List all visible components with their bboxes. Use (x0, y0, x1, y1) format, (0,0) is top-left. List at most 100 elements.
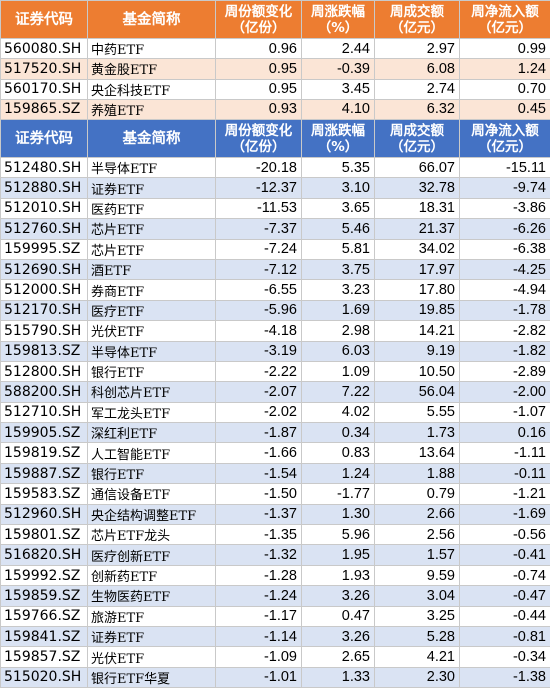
cell-share-change: -2.02 (216, 402, 302, 422)
cell-turnover: 2.74 (375, 79, 460, 99)
cell-turnover: 1.88 (375, 463, 460, 483)
header-share-change: 周份额变化（亿份） (216, 120, 302, 158)
cell-code: 512880.SH (1, 178, 88, 198)
header-code: 证券代码 (1, 1, 88, 39)
top-table-header: 证券代码 基金简称 周份额变化（亿份） 周涨跌幅（%） 周成交额（亿元） 周净流… (1, 1, 550, 39)
cell-turnover: 9.19 (375, 341, 460, 361)
cell-share-change: -1.17 (216, 606, 302, 626)
bottom-header-row: 证券代码 基金简称 周份额变化（亿份） 周涨跌幅（%） 周成交额（亿元） 周净流… (1, 120, 550, 158)
cell-share-change: -4.18 (216, 321, 302, 341)
cell-share-change: -1.54 (216, 463, 302, 483)
cell-share-change: -12.37 (216, 178, 302, 198)
cell-price-change: 7.22 (302, 382, 375, 402)
cell-name: 医疗ETF (88, 300, 216, 320)
cell-price-change: 5.96 (302, 525, 375, 545)
cell-net-inflow: -1.82 (460, 341, 550, 361)
cell-price-change: 1.09 (302, 361, 375, 381)
cell-net-inflow: -1.11 (460, 443, 550, 463)
cell-share-change: 0.93 (216, 99, 302, 119)
cell-net-inflow: 1.24 (460, 59, 550, 79)
cell-code: 159859.SZ (1, 586, 88, 606)
cell-turnover: 2.66 (375, 504, 460, 524)
cell-net-inflow: -3.86 (460, 198, 550, 218)
cell-turnover: 18.31 (375, 198, 460, 218)
cell-net-inflow: -0.56 (460, 525, 550, 545)
cell-net-inflow: 0.45 (460, 99, 550, 119)
cell-turnover: 3.04 (375, 586, 460, 606)
cell-turnover: 9.59 (375, 565, 460, 585)
cell-turnover: 2.97 (375, 39, 460, 59)
cell-name: 央企结构调整ETF (88, 504, 216, 524)
cell-net-inflow: -0.74 (460, 565, 550, 585)
cell-name: 半导体ETF (88, 158, 216, 178)
cell-name: 军工龙头ETF (88, 402, 216, 422)
cell-turnover: 34.02 (375, 239, 460, 259)
cell-name: 芯片ETF (88, 239, 216, 259)
cell-code: 159819.SZ (1, 443, 88, 463)
cell-turnover: 1.73 (375, 423, 460, 443)
cell-price-change: 1.24 (302, 463, 375, 483)
cell-turnover: 17.80 (375, 280, 460, 300)
cell-turnover: 1.57 (375, 545, 460, 565)
cell-net-inflow: -6.38 (460, 239, 550, 259)
cell-share-change: -2.22 (216, 361, 302, 381)
cell-code: 560080.SH (1, 39, 88, 59)
cell-turnover: 10.50 (375, 361, 460, 381)
cell-price-change: 3.10 (302, 178, 375, 198)
cell-name: 酒ETF (88, 259, 216, 279)
cell-net-inflow: -1.78 (460, 300, 550, 320)
cell-code: 159857.SZ (1, 647, 88, 667)
cell-price-change: 2.65 (302, 647, 375, 667)
cell-share-change: -1.14 (216, 626, 302, 646)
cell-price-change: 2.98 (302, 321, 375, 341)
cell-turnover: 6.08 (375, 59, 460, 79)
cell-code: 512710.SH (1, 402, 88, 422)
cell-net-inflow: -0.34 (460, 647, 550, 667)
cell-turnover: 2.30 (375, 667, 460, 687)
cell-share-change: -3.19 (216, 341, 302, 361)
cell-code: 512480.SH (1, 158, 88, 178)
header-code: 证券代码 (1, 120, 88, 158)
cell-price-change: 0.47 (302, 606, 375, 626)
cell-name: 央企科技ETF (88, 79, 216, 99)
cell-price-change: 3.65 (302, 198, 375, 218)
header-name: 基金简称 (88, 1, 216, 39)
cell-price-change: 4.02 (302, 402, 375, 422)
cell-net-inflow: -1.38 (460, 667, 550, 687)
cell-turnover: 3.25 (375, 606, 460, 626)
cell-price-change: 1.33 (302, 667, 375, 687)
cell-share-change: 0.96 (216, 39, 302, 59)
cell-share-change: 0.95 (216, 59, 302, 79)
cell-share-change: -7.12 (216, 259, 302, 279)
cell-code: 512760.SH (1, 219, 88, 239)
cell-name: 芯片ETF龙头 (88, 525, 216, 545)
header-net-inflow: 周净流入额（亿元） (460, 1, 550, 39)
cell-name: 银行ETF华夏 (88, 667, 216, 687)
cell-price-change: 5.81 (302, 239, 375, 259)
cell-net-inflow: -2.82 (460, 321, 550, 341)
cell-code: 159766.SZ (1, 606, 88, 626)
cell-price-change: 3.23 (302, 280, 375, 300)
cell-net-inflow: -6.26 (460, 219, 550, 239)
cell-code: 517520.SH (1, 59, 88, 79)
cell-turnover: 14.21 (375, 321, 460, 341)
cell-code: 159992.SZ (1, 565, 88, 585)
cell-net-inflow: 0.70 (460, 79, 550, 99)
